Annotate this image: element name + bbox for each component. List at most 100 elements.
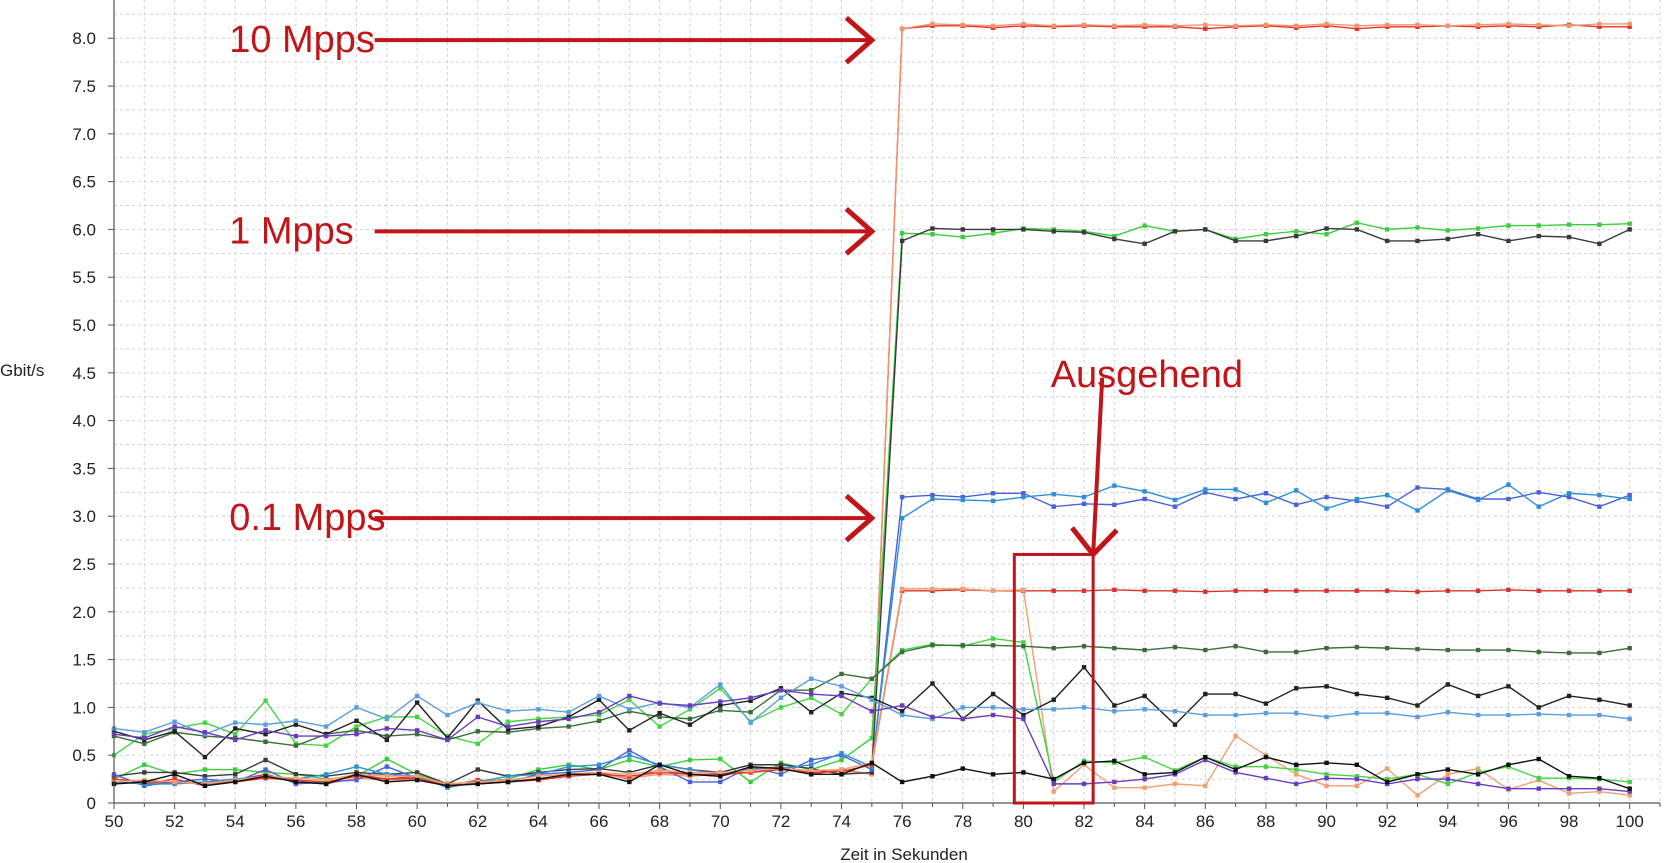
data-point — [1203, 22, 1208, 28]
x-tick-label: 60 — [408, 812, 427, 831]
data-point — [475, 700, 480, 705]
data-point — [1445, 781, 1451, 787]
data-point — [142, 735, 147, 741]
data-point — [1597, 786, 1602, 791]
data-point — [1415, 772, 1420, 777]
data-point — [1445, 682, 1451, 687]
data-point — [172, 776, 177, 782]
data-point — [1384, 492, 1390, 498]
data-point — [384, 756, 390, 762]
data-point — [1506, 21, 1511, 27]
data-point — [1445, 647, 1451, 653]
data-point — [1051, 789, 1056, 794]
data-point — [1536, 711, 1541, 717]
x-tick-label: 66 — [590, 812, 609, 831]
x-tick-label: 82 — [1075, 812, 1094, 831]
data-point — [657, 762, 662, 767]
data-point — [1263, 238, 1269, 244]
data-point — [809, 757, 814, 763]
data-point — [1051, 707, 1056, 712]
x-tick-label: 90 — [1317, 812, 1336, 831]
data-point — [505, 727, 511, 732]
data-point — [142, 779, 147, 785]
data-point — [930, 681, 935, 686]
data-point — [960, 586, 965, 592]
y-tick-label: 8.0 — [72, 29, 96, 48]
annotation-label: Ausgehend — [1051, 354, 1243, 396]
tick-labels: 0 0.5 1.0 1.5 2.0 2.5 3.0 3.5 4.0 4.5 5.0 5.5 6.0 6.5… — [72, 29, 1644, 831]
data-point — [1354, 783, 1360, 788]
data-point — [1354, 496, 1360, 502]
data-point — [1172, 644, 1178, 650]
data-point — [1112, 502, 1117, 507]
data-point — [414, 728, 420, 733]
data-point — [1081, 494, 1087, 500]
data-point — [1233, 487, 1238, 492]
data-point — [1021, 494, 1026, 500]
data-point — [1294, 781, 1299, 787]
annotation-arrowhead — [844, 207, 876, 256]
data-point — [536, 719, 541, 724]
data-point — [1597, 21, 1602, 27]
data-point — [1597, 775, 1602, 781]
data-point — [1354, 227, 1360, 232]
data-point — [1566, 234, 1572, 240]
data-point — [1506, 587, 1511, 593]
data-point — [1506, 647, 1511, 653]
data-point — [1021, 770, 1026, 775]
x-tick-label: 96 — [1499, 812, 1518, 831]
data-point — [748, 695, 753, 701]
data-point — [202, 776, 208, 782]
data-point — [1233, 764, 1238, 769]
data-point — [1233, 691, 1238, 697]
data-point — [1233, 23, 1238, 29]
y-tick-label: 2.0 — [72, 603, 96, 622]
data-point — [354, 731, 359, 737]
annotation-arrowhead — [844, 493, 876, 543]
data-point — [718, 756, 723, 762]
data-point — [1051, 588, 1056, 593]
data-point — [1142, 776, 1147, 782]
data-point — [1566, 786, 1572, 791]
data-point — [1263, 500, 1269, 506]
data-point — [1536, 786, 1541, 791]
data-point — [445, 783, 450, 788]
data-point — [354, 718, 359, 723]
data-point — [990, 705, 996, 710]
data-point — [1384, 695, 1390, 701]
data-point — [1445, 236, 1451, 242]
data-point — [202, 774, 208, 779]
data-point — [384, 733, 390, 739]
data-point — [1051, 23, 1056, 29]
data-point — [687, 779, 693, 785]
x-tick-label: 98 — [1560, 812, 1579, 831]
data-point — [1203, 647, 1208, 653]
data-point — [930, 21, 935, 27]
data-point — [414, 777, 420, 783]
data-point — [809, 695, 814, 701]
data-point — [1536, 233, 1541, 239]
data-point — [869, 767, 875, 772]
x-tick-label: 76 — [893, 812, 912, 831]
data-point — [1294, 686, 1299, 691]
data-point — [1051, 492, 1056, 497]
data-point — [1233, 712, 1238, 718]
data-point — [1627, 492, 1632, 498]
data-point — [687, 722, 693, 727]
data-point — [263, 739, 268, 745]
grid-lines — [113, 0, 1661, 803]
data-point — [1384, 588, 1390, 593]
data-point — [1475, 781, 1481, 787]
data-point — [596, 772, 602, 777]
data-point — [869, 735, 875, 741]
data-point — [1324, 232, 1329, 237]
data-point — [899, 494, 905, 500]
data-point — [1172, 588, 1178, 593]
data-point — [657, 701, 662, 706]
data-point — [172, 779, 177, 785]
data-point — [172, 772, 177, 777]
data-point — [384, 726, 390, 731]
data-point — [899, 238, 905, 244]
data-point — [748, 764, 753, 769]
data-point — [1384, 645, 1390, 651]
